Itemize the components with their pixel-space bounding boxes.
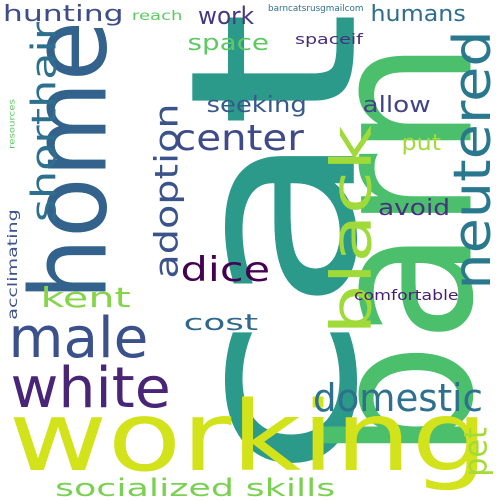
word-center: center — [174, 118, 304, 159]
word-reach: reach — [131, 8, 183, 24]
word-dice: dice — [180, 250, 270, 290]
word-allow: allow — [361, 93, 431, 118]
word-barncatsrusgmailcom: barncatsrusgmailcom — [267, 3, 363, 14]
word-avoid: avoid — [377, 196, 451, 221]
word-humans: humans — [370, 2, 466, 27]
word-spaceif: spaceif — [295, 32, 363, 48]
word-kent: kent — [39, 281, 131, 314]
word-socialized-skills: socialized skills — [54, 474, 336, 500]
word-pet: pet — [455, 427, 494, 477]
word-shorthair: shorthair — [24, 21, 65, 223]
word-hunting: hunting — [2, 2, 124, 27]
word-domestic: domestic — [312, 376, 483, 420]
word-working: working — [8, 381, 488, 493]
word-space: space — [187, 31, 269, 56]
word-acclimating: acclimating — [5, 208, 21, 320]
word-neutered: neutered — [442, 30, 500, 290]
word-resources: resources — [6, 99, 16, 149]
word-work: work — [198, 2, 255, 30]
word-comfortable: comfortable — [353, 288, 459, 304]
word-cost: cost — [183, 311, 259, 336]
word-white: white — [9, 356, 171, 421]
word-seeking: seeking — [205, 93, 307, 118]
word-male: male — [8, 306, 148, 371]
word-put: put — [401, 131, 441, 156]
